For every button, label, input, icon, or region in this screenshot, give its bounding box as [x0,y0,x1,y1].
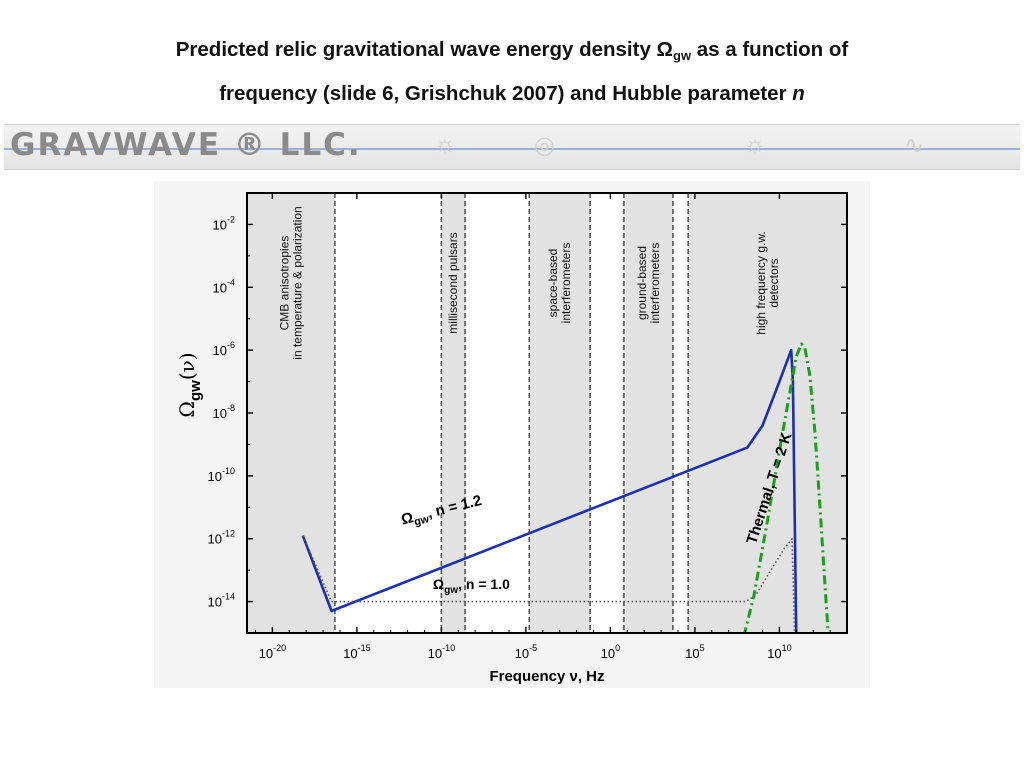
y-tick-exp: -12 [222,529,235,539]
y-label-sub: gw [187,380,204,401]
x-tick-exp: -5 [529,643,537,653]
slide-title: Predicted relic gravitational wave energ… [40,28,984,116]
y-label-suffix: (ν) [175,352,199,380]
company-banner: ☼ ◎ ☼ ∿ GRAVWAVE ® LLC. [4,124,1020,170]
band-label-4: high frequency g.w.detectors [754,231,781,334]
x-tick-base: 10 [343,646,357,661]
company-logo: GRAVWAVE ® LLC. [10,127,362,163]
x-tick-base: 10 [685,646,699,661]
banner-rule [4,148,1020,150]
x-tick-label-2: 10-10 [428,643,455,661]
series-line-2 [743,342,830,633]
y-tick-base: 10 [213,406,227,421]
band-label-line: ground-based [635,246,649,320]
band-label-line: detectors [767,258,781,307]
series-label-main: Ω [399,509,415,528]
sun-icon-2: ☼ [744,131,766,158]
x-tick-exp: -20 [273,643,286,653]
band-label-0: CMB anisotropiesin temperature & polariz… [277,206,304,359]
band-label-line: millisecond pulsars [446,232,460,333]
band-label-line: interferometers [648,243,662,324]
x-tick-label-5: 105 [685,643,704,661]
y-axis-label: Ωgw(ν) [175,352,204,417]
series-line-0 [301,348,798,633]
series-line-1 [302,535,796,633]
band-3 [623,193,673,633]
y-tick-label-4: 10-10 [208,466,235,484]
series-label-sub: gw [413,513,431,528]
y-tick-base: 10 [213,343,227,358]
planet-icon: ◎ [534,132,555,159]
band-label-2: space-basedinterferometers [546,243,573,324]
band-2 [529,193,591,633]
band-label-line: interferometers [559,243,573,324]
y-tick-base: 10 [208,532,222,547]
band-label-line: CMB anisotropies [277,236,291,331]
series-label-1: Ωgw, n = 1.0 [433,576,510,596]
x-tick-base: 10 [259,646,273,661]
x-axis-label: Frequency ν, Hz [489,668,604,685]
y-tick-exp: -2 [227,214,235,224]
band-1 [441,193,466,633]
gw-spectrum-chart: CMB anisotropiesin temperature & polariz… [154,181,870,688]
band-label-line: high frequency g.w. [754,231,768,334]
x-tick-exp: -10 [442,643,455,653]
y-tick-exp: -4 [227,277,235,287]
x-tick-base: 10 [515,646,529,661]
y-tick-exp: -8 [227,403,235,413]
y-tick-base: 10 [208,469,222,484]
y-label-main: Ω [175,401,199,418]
wave-icon: ∿ [904,132,925,159]
title-line-2: frequency (slide 6, Grishchuk 2007) and … [219,82,805,105]
y-tick-base: 10 [208,595,222,610]
y-tick-exp: -10 [222,466,235,476]
band-0 [247,193,335,633]
x-tick-exp: 10 [782,643,792,653]
y-tick-label-1: 10-4 [213,277,235,295]
x-tick-base: 10 [428,646,442,661]
x-tick-label-4: 100 [601,643,620,661]
y-tick-base: 10 [213,280,227,295]
y-tick-exp: -6 [227,340,235,350]
x-tick-label-1: 10-15 [343,643,370,661]
y-tick-label-3: 10-8 [213,403,235,421]
x-tick-exp: -15 [358,643,371,653]
x-tick-exp: 0 [615,643,620,653]
x-tick-label-0: 10-20 [259,643,286,661]
band-label-3: ground-basedinterferometers [635,243,662,324]
series-label-sub: gw [444,585,458,596]
sun-icon: ☼ [434,131,456,158]
y-tick-exp: -14 [222,592,235,602]
band-label-line: space-based [546,249,560,318]
band-label-1: millisecond pulsars [446,232,460,333]
x-tick-label-6: 1010 [767,643,791,661]
x-tick-base: 10 [601,646,615,661]
band-label-line: in temperature & polarization [290,206,304,359]
y-tick-base: 10 [213,217,227,232]
y-tick-label-6: 10-14 [208,592,235,610]
y-tick-label-2: 10-6 [213,340,235,358]
y-tick-label-0: 10-2 [213,214,235,232]
x-tick-exp: 5 [700,643,705,653]
x-tick-base: 10 [767,646,781,661]
x-tick-label-3: 10-5 [515,643,537,661]
y-tick-label-5: 10-12 [208,529,235,547]
series-label-main: Ω [433,576,444,592]
title-line-1: Predicted relic gravitational wave energ… [175,38,849,63]
series-label-suffix: , n = 1.0 [458,576,510,592]
